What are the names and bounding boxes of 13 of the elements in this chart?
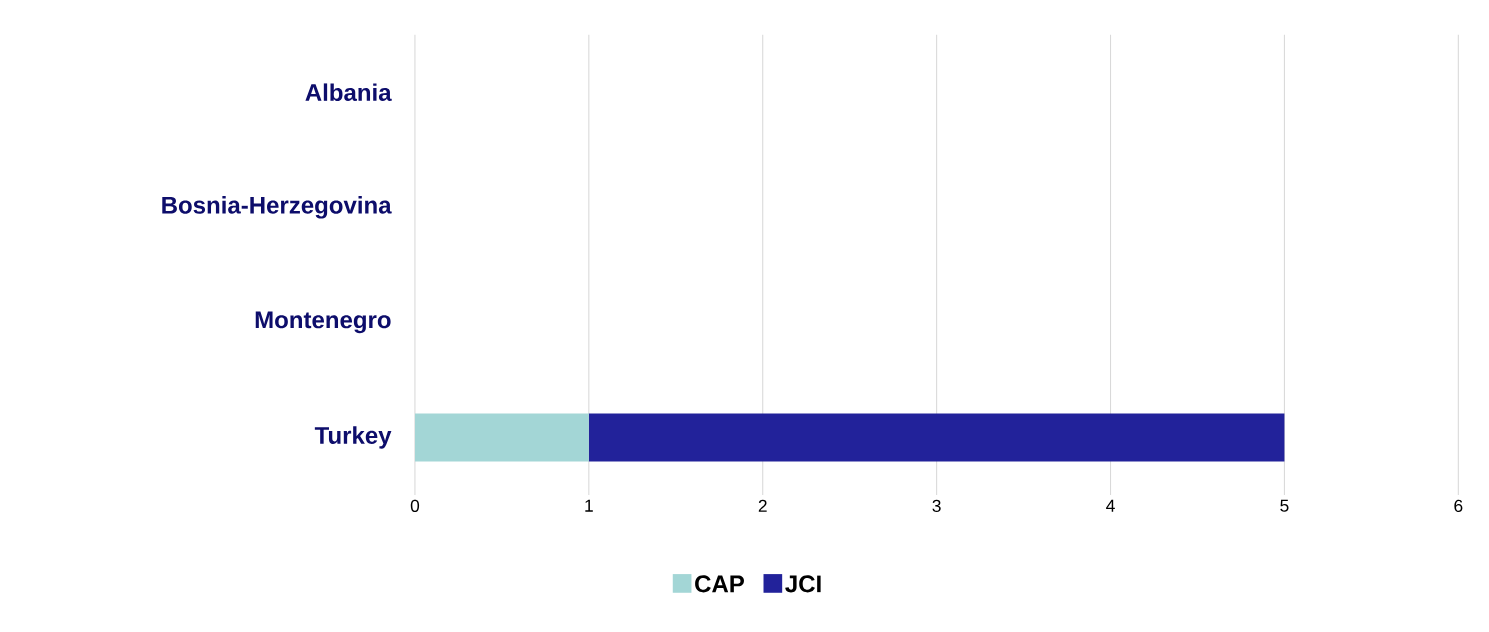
x-tick-label: 4 [1106, 499, 1115, 512]
legend-label: JCI [785, 575, 821, 593]
x-tick-label: 5 [1280, 499, 1289, 512]
x-tick-label: 1 [585, 499, 593, 512]
x-tick-label: 6 [1454, 499, 1463, 512]
x-tick-label: 2 [758, 499, 767, 512]
y-tick-label: Turkey [314, 426, 392, 449]
x-tick-label: 0 [410, 499, 420, 512]
x-tick-label: 3 [932, 499, 941, 512]
y-tick-label: Albania [305, 83, 392, 101]
y-tick-label: Bosnia-Herzegovina [162, 195, 392, 219]
y-tick-label: Montenegro [255, 311, 391, 333]
legend-label: CAP [695, 575, 744, 593]
